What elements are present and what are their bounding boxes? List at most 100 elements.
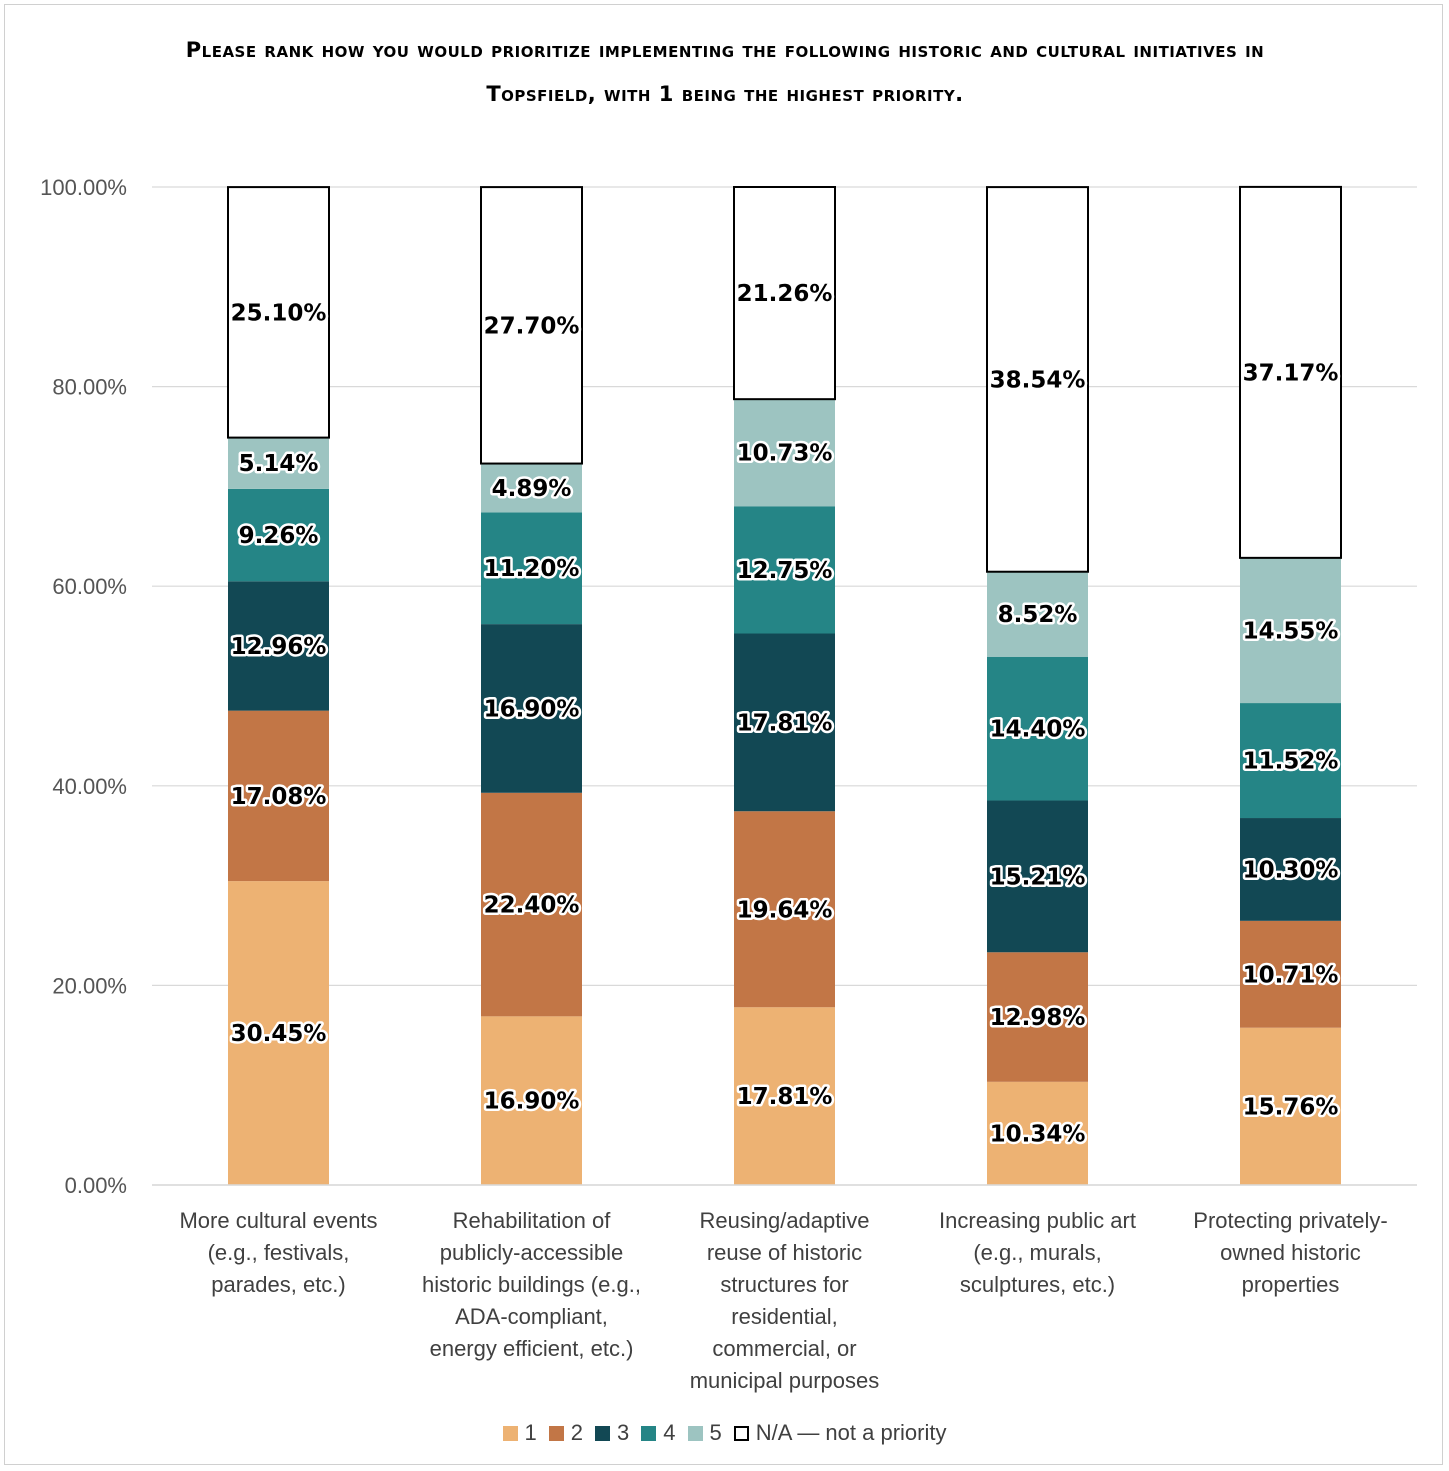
x-category-label: Protecting privately- bbox=[1193, 1208, 1387, 1233]
legend-swatch bbox=[641, 1425, 657, 1441]
legend-swatch bbox=[502, 1425, 518, 1441]
x-category-label: Reusing/adaptive bbox=[699, 1208, 869, 1233]
bar-segment bbox=[987, 571, 1088, 657]
bar-segment bbox=[986, 186, 1089, 573]
chart-legend: 1 2 3 4 5 N/A — not a priority bbox=[0, 1420, 1449, 1446]
bar-segment bbox=[481, 1016, 582, 1185]
bar-segment bbox=[987, 800, 1088, 953]
legend-swatch bbox=[595, 1425, 610, 1441]
data-label: 12.96% bbox=[231, 634, 327, 660]
y-tick-label: 20.00% bbox=[52, 973, 127, 998]
data-label: 21.26% bbox=[737, 281, 833, 307]
x-category-label: municipal purposes bbox=[690, 1368, 880, 1393]
data-label: 16.90% bbox=[484, 696, 580, 722]
bar-segment bbox=[1240, 1027, 1341, 1185]
data-label: 12.75% bbox=[737, 558, 833, 584]
legend-item: 4 bbox=[641, 1420, 676, 1446]
data-label: 17.81% bbox=[737, 710, 833, 736]
x-category-label: Increasing public art bbox=[939, 1208, 1136, 1233]
legend-swatch bbox=[548, 1425, 564, 1441]
data-label: 12.98% bbox=[990, 1005, 1086, 1031]
bar-segment bbox=[987, 656, 1088, 801]
bar-segment bbox=[228, 881, 329, 1185]
data-label: 10.71% bbox=[1243, 962, 1339, 988]
data-label: 22.40% bbox=[484, 893, 580, 919]
legend-label: 4 bbox=[663, 1420, 676, 1445]
data-label: 14.40% bbox=[990, 717, 1086, 743]
bar-segment bbox=[228, 488, 329, 582]
data-label: 11.52% bbox=[1243, 749, 1339, 775]
data-label: 8.52% bbox=[998, 602, 1078, 628]
data-label: 37.17% bbox=[1243, 360, 1339, 386]
bar-segment bbox=[481, 792, 582, 1017]
bar-segment bbox=[481, 463, 582, 513]
x-category-label: energy efficient, etc.) bbox=[430, 1336, 634, 1361]
x-category-label: reuse of historic bbox=[707, 1240, 862, 1265]
x-category-label: sculptures, etc.) bbox=[960, 1272, 1115, 1297]
bar-segment bbox=[480, 186, 583, 465]
legend-item: 1 bbox=[502, 1420, 537, 1446]
x-category-label: parades, etc.) bbox=[211, 1272, 346, 1297]
bar-segment bbox=[987, 1081, 1088, 1185]
data-label: 25.10% bbox=[231, 300, 327, 326]
bar-segment bbox=[734, 811, 835, 1008]
data-label: 5.14% bbox=[239, 451, 319, 477]
bar-segment bbox=[734, 633, 835, 812]
bar-segment bbox=[228, 581, 329, 711]
bar-segment bbox=[1240, 818, 1341, 921]
bar-segment bbox=[987, 952, 1088, 1082]
y-tick-label: 80.00% bbox=[52, 375, 127, 400]
data-label: 17.81% bbox=[737, 1084, 833, 1110]
data-label: 10.30% bbox=[1243, 857, 1339, 883]
data-label: 30.45% bbox=[231, 1021, 327, 1047]
y-tick-label: 60.00% bbox=[52, 574, 127, 599]
data-label: 11.20% bbox=[484, 556, 580, 582]
legend-item: N/A — not a priority bbox=[733, 1420, 947, 1446]
x-category-label: (e.g., festivals, bbox=[208, 1240, 350, 1265]
legend-label: 2 bbox=[570, 1420, 583, 1445]
bar-segment bbox=[228, 437, 329, 489]
legend-item: 5 bbox=[687, 1420, 722, 1446]
data-label: 14.55% bbox=[1243, 618, 1339, 644]
data-label: 4.89% bbox=[492, 476, 572, 502]
x-category-label: historic buildings (e.g., bbox=[422, 1272, 641, 1297]
bar-segment bbox=[1240, 703, 1341, 819]
x-category-label: Rehabilitation of bbox=[453, 1208, 612, 1233]
bar-segment bbox=[481, 624, 582, 793]
data-label: 38.54% bbox=[990, 367, 1086, 393]
bar-segment bbox=[228, 710, 329, 882]
x-category-label: structures for bbox=[720, 1272, 848, 1297]
chart-frame bbox=[4, 4, 1443, 1465]
legend-swatch bbox=[733, 1425, 749, 1441]
x-category-label: owned historic bbox=[1220, 1240, 1361, 1265]
data-label: 10.34% bbox=[990, 1121, 1086, 1147]
bar-segment bbox=[1240, 557, 1341, 704]
legend-label: 1 bbox=[524, 1420, 537, 1445]
bar-segment bbox=[734, 399, 835, 507]
data-label: 16.90% bbox=[484, 1089, 580, 1115]
x-category-label: commercial, or bbox=[712, 1336, 856, 1361]
x-category-label: residential, bbox=[731, 1304, 837, 1329]
data-label: 27.70% bbox=[484, 313, 580, 339]
data-label: 17.08% bbox=[231, 784, 327, 810]
x-category-label: properties bbox=[1242, 1272, 1340, 1297]
legend-item: 3 bbox=[595, 1420, 629, 1446]
chart-title: Please rank how you would prioritize imp… bbox=[185, 38, 1265, 106]
x-category-label: (e.g., murals, bbox=[973, 1240, 1101, 1265]
bar-segment bbox=[1240, 920, 1341, 1028]
x-category-label: publicly-accessible bbox=[440, 1240, 623, 1265]
legend-item: 2 bbox=[548, 1420, 583, 1446]
data-label: 15.76% bbox=[1243, 1094, 1339, 1120]
bar-segment bbox=[1239, 185, 1342, 559]
x-category-label: More cultural events bbox=[179, 1208, 377, 1233]
legend-label: 5 bbox=[709, 1420, 722, 1445]
data-label: 15.21% bbox=[990, 864, 1086, 890]
x-category-label: ADA-compliant, bbox=[455, 1304, 608, 1329]
data-label: 19.64% bbox=[737, 897, 833, 923]
y-tick-label: 100.00% bbox=[40, 175, 127, 200]
bar-segment bbox=[734, 1007, 835, 1185]
bar-segment bbox=[481, 512, 582, 625]
bar-segment bbox=[734, 506, 835, 634]
data-label: 10.73% bbox=[737, 441, 833, 467]
